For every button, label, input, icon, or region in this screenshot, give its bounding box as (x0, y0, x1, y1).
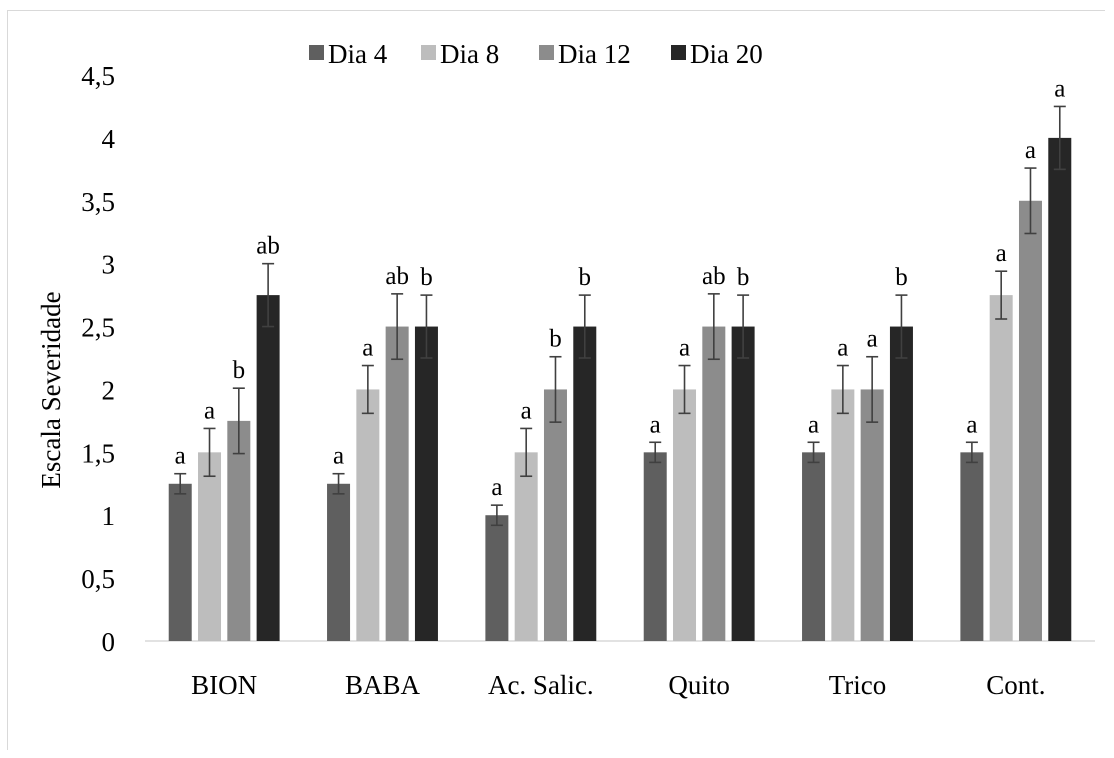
legend-label: Dia 12 (558, 39, 631, 69)
data-label: a (175, 443, 186, 470)
bar (731, 326, 755, 641)
x-tick-label: BABA (345, 670, 421, 700)
legend-label: Dia 4 (328, 39, 388, 69)
bar (989, 295, 1013, 641)
y-axis: 0 0,5 1 1,5 2 2,5 3 3,5 4 4,5 (81, 61, 1095, 657)
x-axis: BION BABA Ac. Salic. Quito Trico Cont. (191, 670, 1045, 700)
y-tick-label: 3 (102, 250, 116, 280)
data-label: a (837, 335, 848, 362)
data-label: a (1025, 137, 1036, 164)
bar (485, 515, 509, 641)
bar (802, 452, 826, 641)
data-label: b (737, 264, 750, 291)
bar (831, 389, 855, 641)
data-label: ab (385, 263, 409, 290)
data-label: a (996, 240, 1007, 267)
legend-label: Dia 8 (440, 39, 499, 69)
y-tick-label: 0,5 (81, 564, 115, 594)
data-label: ab (256, 233, 280, 260)
x-tick-label: BION (191, 670, 257, 700)
x-tick-label: Quito (668, 670, 730, 700)
bar (889, 326, 913, 641)
bar (702, 326, 726, 641)
legend-swatch (309, 45, 324, 60)
data-label: a (362, 335, 373, 362)
y-axis-label: Escala Severidade (36, 291, 66, 488)
y-tick-label: 2 (102, 375, 116, 405)
bar (227, 420, 251, 641)
legend-swatch (539, 45, 554, 60)
data-label: b (895, 264, 908, 291)
data-label: a (521, 397, 532, 424)
bar (860, 389, 884, 641)
y-tick-label: 4 (102, 124, 116, 154)
bar (673, 389, 697, 641)
data-label: a (204, 397, 215, 424)
data-label: a (333, 443, 344, 470)
data-label: a (650, 411, 661, 438)
y-tick-label: 1 (102, 501, 116, 531)
bar (573, 326, 597, 641)
y-tick-label: 1,5 (81, 438, 115, 468)
data-label: ab (702, 263, 726, 290)
data-label: b (549, 326, 562, 353)
bar (960, 452, 984, 641)
legend-label: Dia 20 (690, 39, 763, 69)
x-tick-label: Cont. (986, 670, 1045, 700)
bar (356, 389, 380, 641)
bar (414, 326, 438, 641)
data-label: b (233, 357, 246, 384)
data-label: a (867, 326, 878, 353)
bar (543, 389, 567, 641)
bar (256, 295, 280, 641)
bar (198, 452, 222, 641)
legend-swatch (421, 45, 436, 60)
data-label: a (966, 411, 977, 438)
data-label: a (808, 411, 819, 438)
data-label: a (491, 474, 502, 501)
y-tick-label: 0 (102, 627, 116, 657)
legend: Dia 4 Dia 8 Dia 12 Dia 20 (309, 39, 763, 69)
y-tick-label: 3,5 (81, 187, 115, 217)
data-label: a (679, 335, 690, 362)
bar (1018, 200, 1042, 641)
legend-swatch (671, 45, 686, 60)
data-label: b (420, 264, 433, 291)
bar (168, 483, 192, 641)
bar (514, 452, 538, 641)
y-tick-label: 2,5 (81, 313, 115, 343)
bar (327, 483, 351, 641)
bar (385, 326, 409, 641)
data-label: b (579, 264, 592, 291)
chart-frame (7, 10, 1105, 750)
bar (1048, 137, 1072, 641)
x-tick-label: Ac. Salic. (488, 670, 594, 700)
bar (643, 452, 667, 641)
y-tick-label: 4,5 (81, 61, 115, 91)
data-label: a (1054, 75, 1065, 102)
x-tick-label: Trico (829, 670, 887, 700)
